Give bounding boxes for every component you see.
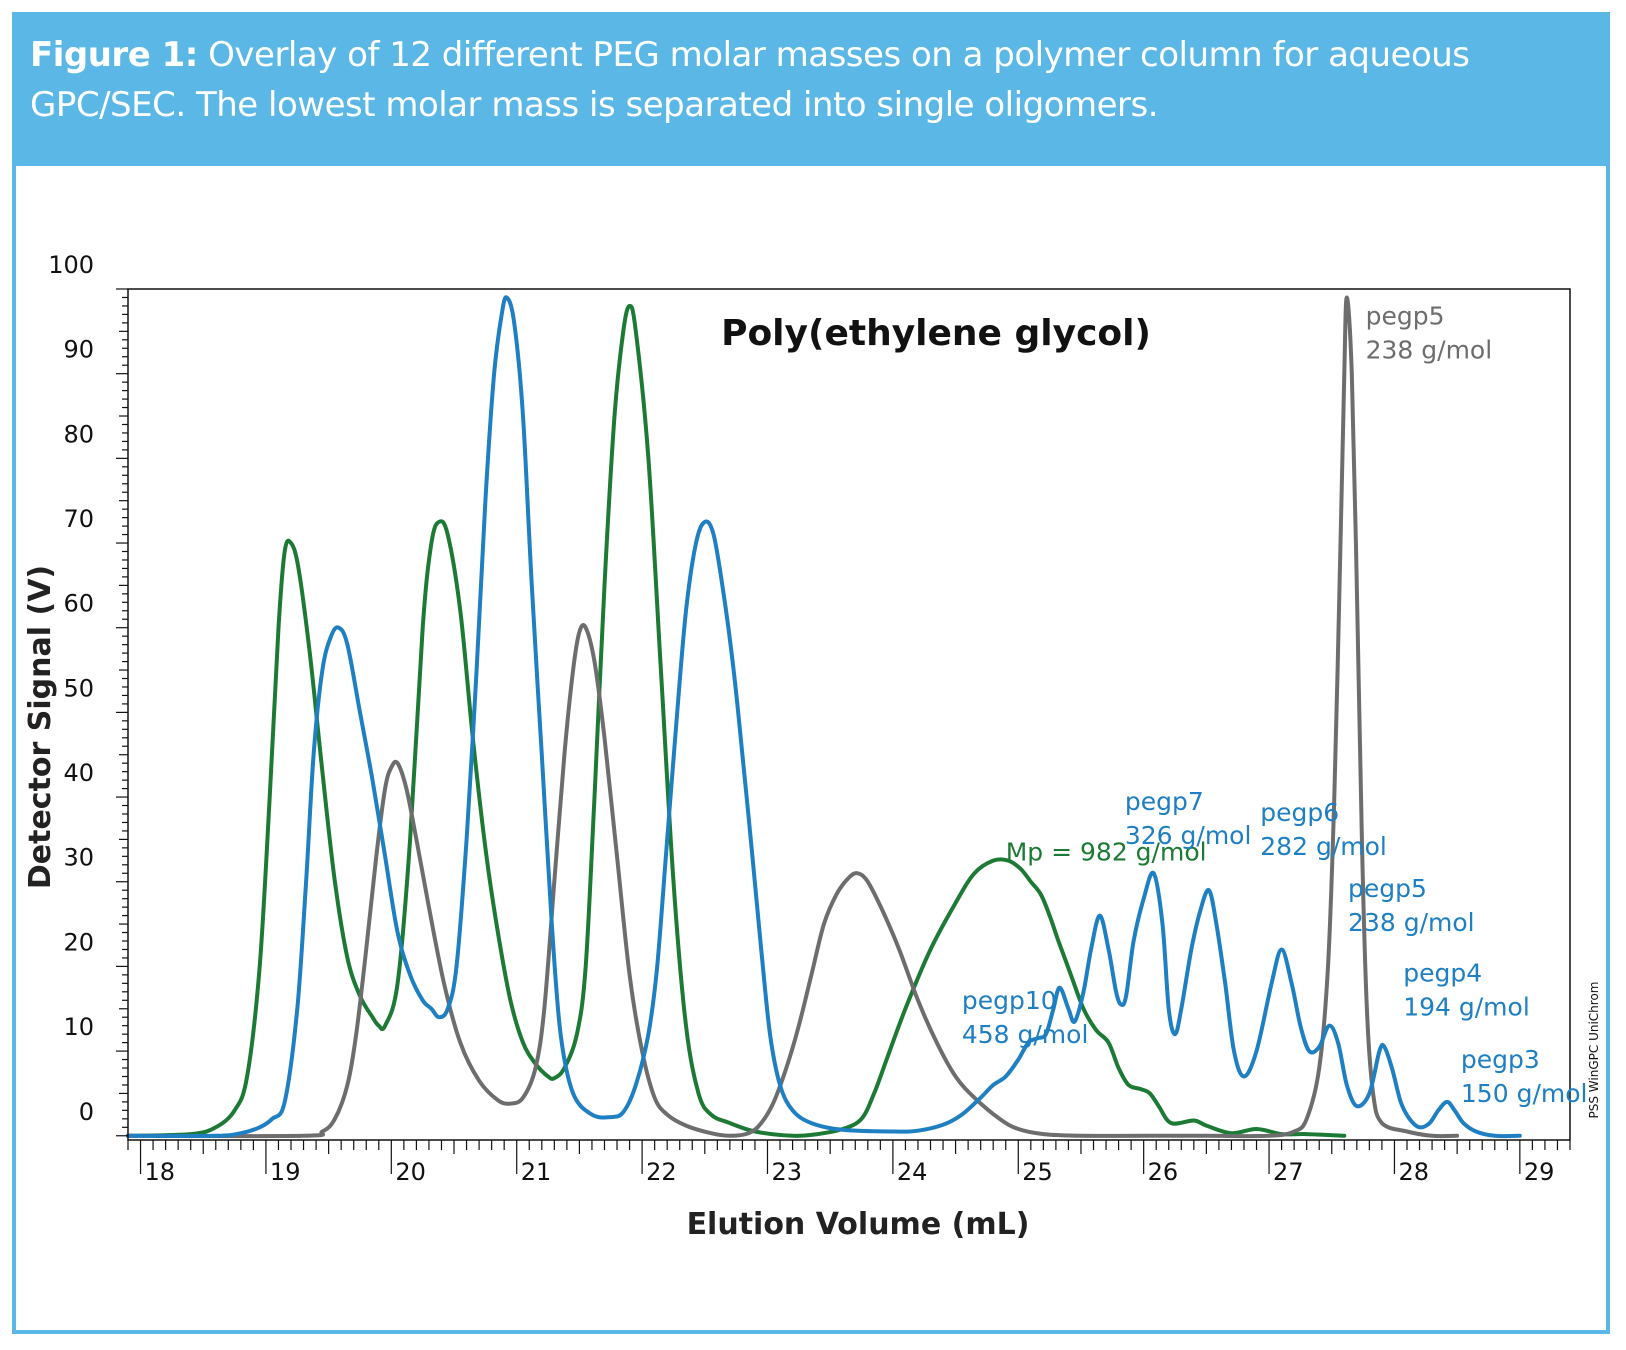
series-line-gray (126, 295, 1460, 1139)
y-tick-label: 20 (63, 928, 94, 956)
annotation-pegp7: pegp7 326 g/mol (1125, 787, 1252, 850)
caption-bar: Figure 1: Overlay of 12 different PEG mo… (16, 16, 1606, 166)
series-line-green (126, 303, 1347, 1138)
y-tick-label: 80 (63, 420, 94, 448)
x-tick-label: 25 (1022, 1158, 1053, 1186)
vendor-mark: PSS WinGPC UniChrom (1587, 982, 1601, 1119)
series-line-blue (126, 295, 1522, 1139)
x-tick-label: 29 (1524, 1158, 1555, 1186)
x-tick-label: 27 (1273, 1158, 1304, 1186)
x-tick-label: 20 (395, 1158, 426, 1186)
annotation-mp: Mp = 982 g/mol (1006, 838, 1207, 867)
y-tick-label: 30 (63, 844, 94, 872)
caption-label: Figure 1: (30, 35, 198, 75)
y-tick-label: 10 (63, 1013, 94, 1041)
x-axis: 18 19 20 21 22 23 24 25 26 27 28 29 (127, 1140, 1571, 1186)
annotation-pegp4: pegp4 194 g/mol (1403, 959, 1530, 1022)
x-tick-label: 18 (145, 1158, 176, 1186)
annotation-pegp3: pegp3 150 g/mol (1461, 1045, 1588, 1108)
caption-text: Overlay of 12 different PEG molar masses… (30, 35, 1470, 125)
x-tick-label: 26 (1148, 1158, 1179, 1186)
y-tick-label: 0 (79, 1098, 94, 1126)
annotation-pegp5g: pegp5 238 g/mol (1366, 302, 1493, 365)
plot-frame (127, 288, 1571, 1141)
y-tick-label: 70 (63, 505, 94, 533)
y-axis-title: Detector Signal (V) (23, 565, 58, 889)
y-tick-label: 90 (63, 336, 94, 364)
x-tick-label: 24 (897, 1158, 928, 1186)
x-tick-label: 19 (270, 1158, 301, 1186)
x-tick-label: 22 (646, 1158, 677, 1186)
y-tick-label: 50 (63, 674, 94, 702)
annotation-pegp5b: pegp5 238 g/mol (1348, 874, 1475, 937)
annotation-pegp6: pegp6 282 g/mol (1260, 798, 1387, 861)
y-tick-label: 100 (48, 251, 94, 279)
peak-annotations: Mp = 982 g/mol pegp10 458 g/mol pegp7 326 g/… (962, 302, 1588, 1108)
y-tick-label: 60 (63, 590, 94, 618)
y-axis: 0 10 20 30 40 50 60 70 80 90 100 (48, 251, 128, 1137)
chart-title: Poly(ethylene glycol) (721, 313, 1151, 354)
x-tick-label: 28 (1398, 1158, 1429, 1186)
annotation-pegp10: pegp10 458 g/mol (962, 986, 1089, 1049)
x-axis-title: Elution Volume (mL) (687, 1207, 1030, 1242)
series-curves (126, 295, 1522, 1139)
figure-caption: Figure 1: Overlay of 12 different PEG mo… (30, 30, 1586, 130)
x-tick-label: 21 (521, 1158, 552, 1186)
x-tick-label: 23 (771, 1158, 802, 1186)
y-tick-label: 40 (63, 759, 94, 787)
